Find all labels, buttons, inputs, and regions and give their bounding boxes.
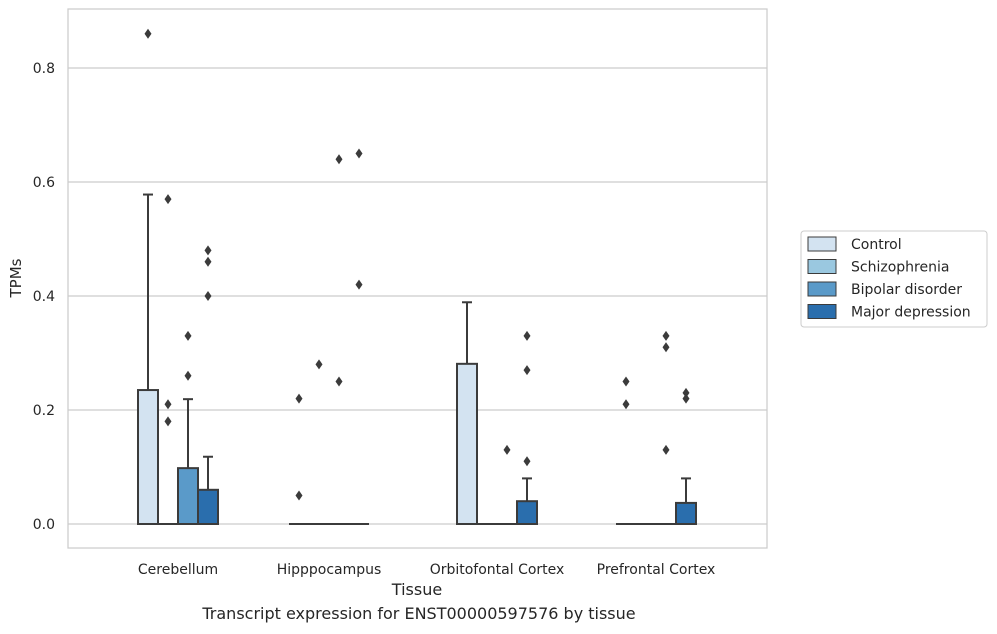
y-tick-label: 0.6 [33,175,55,191]
box [516,500,538,526]
outlier-point [164,194,172,205]
box-group [656,330,676,525]
outlier-point [164,399,172,410]
outlier-point [164,416,172,427]
box [456,362,478,525]
chart-caption: Transcript expression for ENST0000059757… [202,604,636,623]
outlier-point [184,370,192,381]
outlier-point [682,387,690,398]
x-tick-label: Prefrontal Cortex [597,562,716,578]
box-group [616,376,636,525]
outlier-point [355,148,363,159]
outlier-point [662,330,670,341]
box-group [289,393,309,525]
legend-item: Bipolar disorder [807,281,962,298]
outlier-point [184,330,192,341]
box-group [675,387,697,526]
outlier-point [144,28,152,39]
box-group [497,444,517,525]
y-tick-label: 0.0 [33,517,55,533]
legend-label: Schizophrenia [851,260,949,276]
x-tick-label: Hipppocampus [277,562,382,578]
legend-swatch [807,281,837,297]
legend-item: Control [807,236,902,253]
box-marks [137,28,697,526]
box-group [158,194,178,525]
box [197,488,219,525]
y-tick-label: 0.8 [33,61,55,77]
legend-swatch [807,304,837,319]
x-tick-label: Orbitofontal Cortex [430,562,565,578]
outlier-point [204,245,212,256]
legend: Control Schizophrenia Bipolar disorder Majo… [800,230,988,328]
legend-item: Major depression [807,304,971,321]
box-group [516,330,538,526]
plot-area-frame [67,8,768,549]
outlier-point [295,393,303,404]
box-group [329,154,349,525]
outlier-point [204,291,212,301]
outlier-point [523,365,531,376]
box-group [349,148,369,525]
legend-swatch [807,259,837,274]
outlier-point [355,279,363,290]
legend-frame [800,230,988,328]
outlier-point [682,393,690,404]
box-group [177,330,199,526]
outlier-point [523,330,531,341]
outlier-point [295,490,303,501]
box [177,467,199,526]
box [137,389,159,525]
box-group [137,28,159,525]
outlier-point [315,359,323,370]
legend-swatch [807,236,837,252]
outlier-point [335,376,343,387]
x-tick-labels: Cerebellum Hipppocampus Orbitofontal Corte… [138,562,715,578]
outlier-point [335,154,343,165]
y-tick-label: 0.4 [33,289,55,305]
outlier-point [622,376,630,387]
outlier-point [503,444,511,455]
box-group [456,301,478,525]
x-axis-label: Tissue [391,580,442,599]
legend-label: Control [851,237,902,253]
y-axis-label: TPMs [7,258,25,298]
box-group [309,359,329,525]
y-tick-label: 0.2 [33,403,55,419]
y-tick-labels: 0.0 0.2 0.4 0.6 0.8 [33,61,55,533]
box [675,501,697,526]
box-group [197,245,219,525]
legend-label: Major depression [851,305,971,321]
x-tick-label: Cerebellum [138,562,218,578]
outlier-point [622,399,630,410]
outlier-point [662,444,670,455]
legend-label: Bipolar disorder [851,282,962,298]
outlier-point [662,342,670,353]
outlier-point [204,256,212,267]
legend-item: Schizophrenia [807,259,949,276]
gridlines [68,67,767,525]
outlier-point [523,456,531,467]
